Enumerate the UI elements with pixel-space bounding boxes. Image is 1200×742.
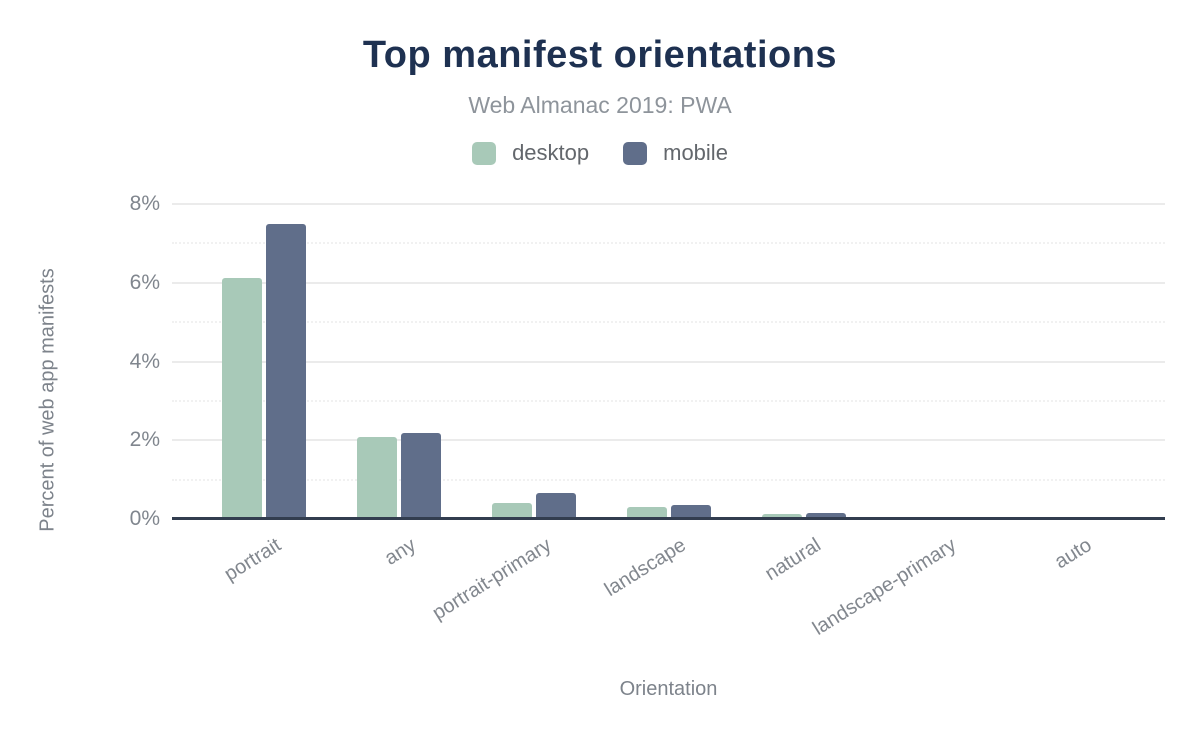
bar-mobile-landscape[interactable] — [670, 505, 711, 519]
x-category-label-portrait-primary: portrait-primary — [428, 534, 556, 625]
gridline-minor — [172, 478, 1165, 481]
bar-group-portrait — [196, 204, 331, 519]
bar-groups — [172, 204, 1165, 519]
legend-item-desktop[interactable]: desktop — [472, 140, 589, 166]
x-category-label-natural: natural — [761, 534, 826, 586]
bar-group-auto — [1006, 204, 1141, 519]
legend-item-mobile[interactable]: mobile — [623, 140, 728, 166]
y-tick-label: 0% — [129, 507, 160, 530]
plot-area: 0% 2% 4% 6% 8% portrait any portrait-primary lan… — [130, 193, 1165, 640]
chart-title: Top manifest orientations — [362, 34, 838, 76]
gridline-major — [172, 203, 1165, 205]
y-tick-label: 2% — [129, 428, 160, 452]
y-tick-label: 8% — [129, 192, 160, 215]
chart-subtitle: Web Almanac 2019: PWA — [468, 92, 732, 118]
bar-desktop-portrait-primary[interactable] — [491, 503, 532, 519]
legend-label-mobile: mobile — [663, 140, 728, 165]
legend-swatch-mobile — [623, 141, 648, 165]
legend-label-desktop: desktop — [512, 140, 590, 165]
bar-group-any — [331, 204, 466, 519]
bar-mobile-natural[interactable] — [805, 512, 846, 519]
x-category-label-any: any — [381, 534, 421, 570]
x-axis-line — [172, 517, 1165, 520]
gridline-minor — [172, 321, 1165, 324]
bar-group-landscape — [601, 204, 736, 519]
gridline-major — [172, 360, 1165, 363]
bar-desktop-natural[interactable] — [761, 513, 802, 519]
bar-desktop-any[interactable] — [356, 436, 397, 519]
gridline-minor — [172, 242, 1165, 245]
bar-mobile-portrait-primary[interactable] — [535, 493, 576, 519]
legend-swatch-desktop — [472, 141, 497, 165]
bar-group-landscape-primary — [871, 204, 1006, 519]
x-category-label-portrait: portrait — [220, 534, 286, 586]
bar-group-natural — [736, 204, 871, 519]
x-category-label-landscape: landscape — [601, 534, 691, 601]
x-category-label-landscape-primary: landscape-primary — [808, 534, 961, 640]
y-axis-title: Percent of web app manifests — [36, 268, 59, 532]
chart-legend: desktop mobile — [0, 140, 1200, 166]
bar-mobile-any[interactable] — [400, 433, 441, 519]
bar-mobile-portrait[interactable] — [265, 223, 306, 519]
bar-desktop-landscape[interactable] — [626, 507, 667, 519]
gridline-minor — [172, 399, 1165, 402]
y-tick-label: 4% — [129, 349, 160, 373]
gridline-major — [172, 281, 1165, 284]
gridline-major — [172, 439, 1165, 442]
bar-group-portrait-primary — [466, 204, 601, 519]
y-tick-label: 6% — [129, 270, 160, 294]
bar-desktop-portrait[interactable] — [221, 277, 262, 519]
x-category-label-auto: auto — [1050, 534, 1096, 574]
x-axis-title: Orientation — [619, 678, 718, 700]
